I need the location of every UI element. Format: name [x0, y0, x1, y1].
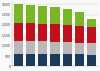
Bar — [14, 54, 23, 66]
Bar — [87, 27, 96, 43]
Bar — [63, 42, 72, 54]
Bar — [38, 41, 47, 54]
Bar — [50, 24, 60, 42]
Bar — [75, 12, 84, 26]
Bar — [14, 4, 23, 23]
Bar — [50, 54, 60, 66]
Bar — [14, 41, 23, 54]
Bar — [63, 9, 72, 25]
Bar — [26, 54, 35, 66]
Bar — [38, 54, 47, 66]
Bar — [26, 5, 35, 23]
Bar — [38, 6, 47, 24]
Bar — [26, 41, 35, 54]
Bar — [14, 23, 23, 41]
Bar — [75, 54, 84, 66]
Bar — [75, 26, 84, 43]
Bar — [87, 19, 96, 27]
Bar — [63, 25, 72, 42]
Bar — [87, 55, 96, 66]
Bar — [50, 42, 60, 54]
Bar — [26, 23, 35, 41]
Bar — [63, 54, 72, 66]
Bar — [75, 43, 84, 54]
Bar — [38, 24, 47, 41]
Bar — [50, 7, 60, 24]
Bar — [87, 43, 96, 55]
